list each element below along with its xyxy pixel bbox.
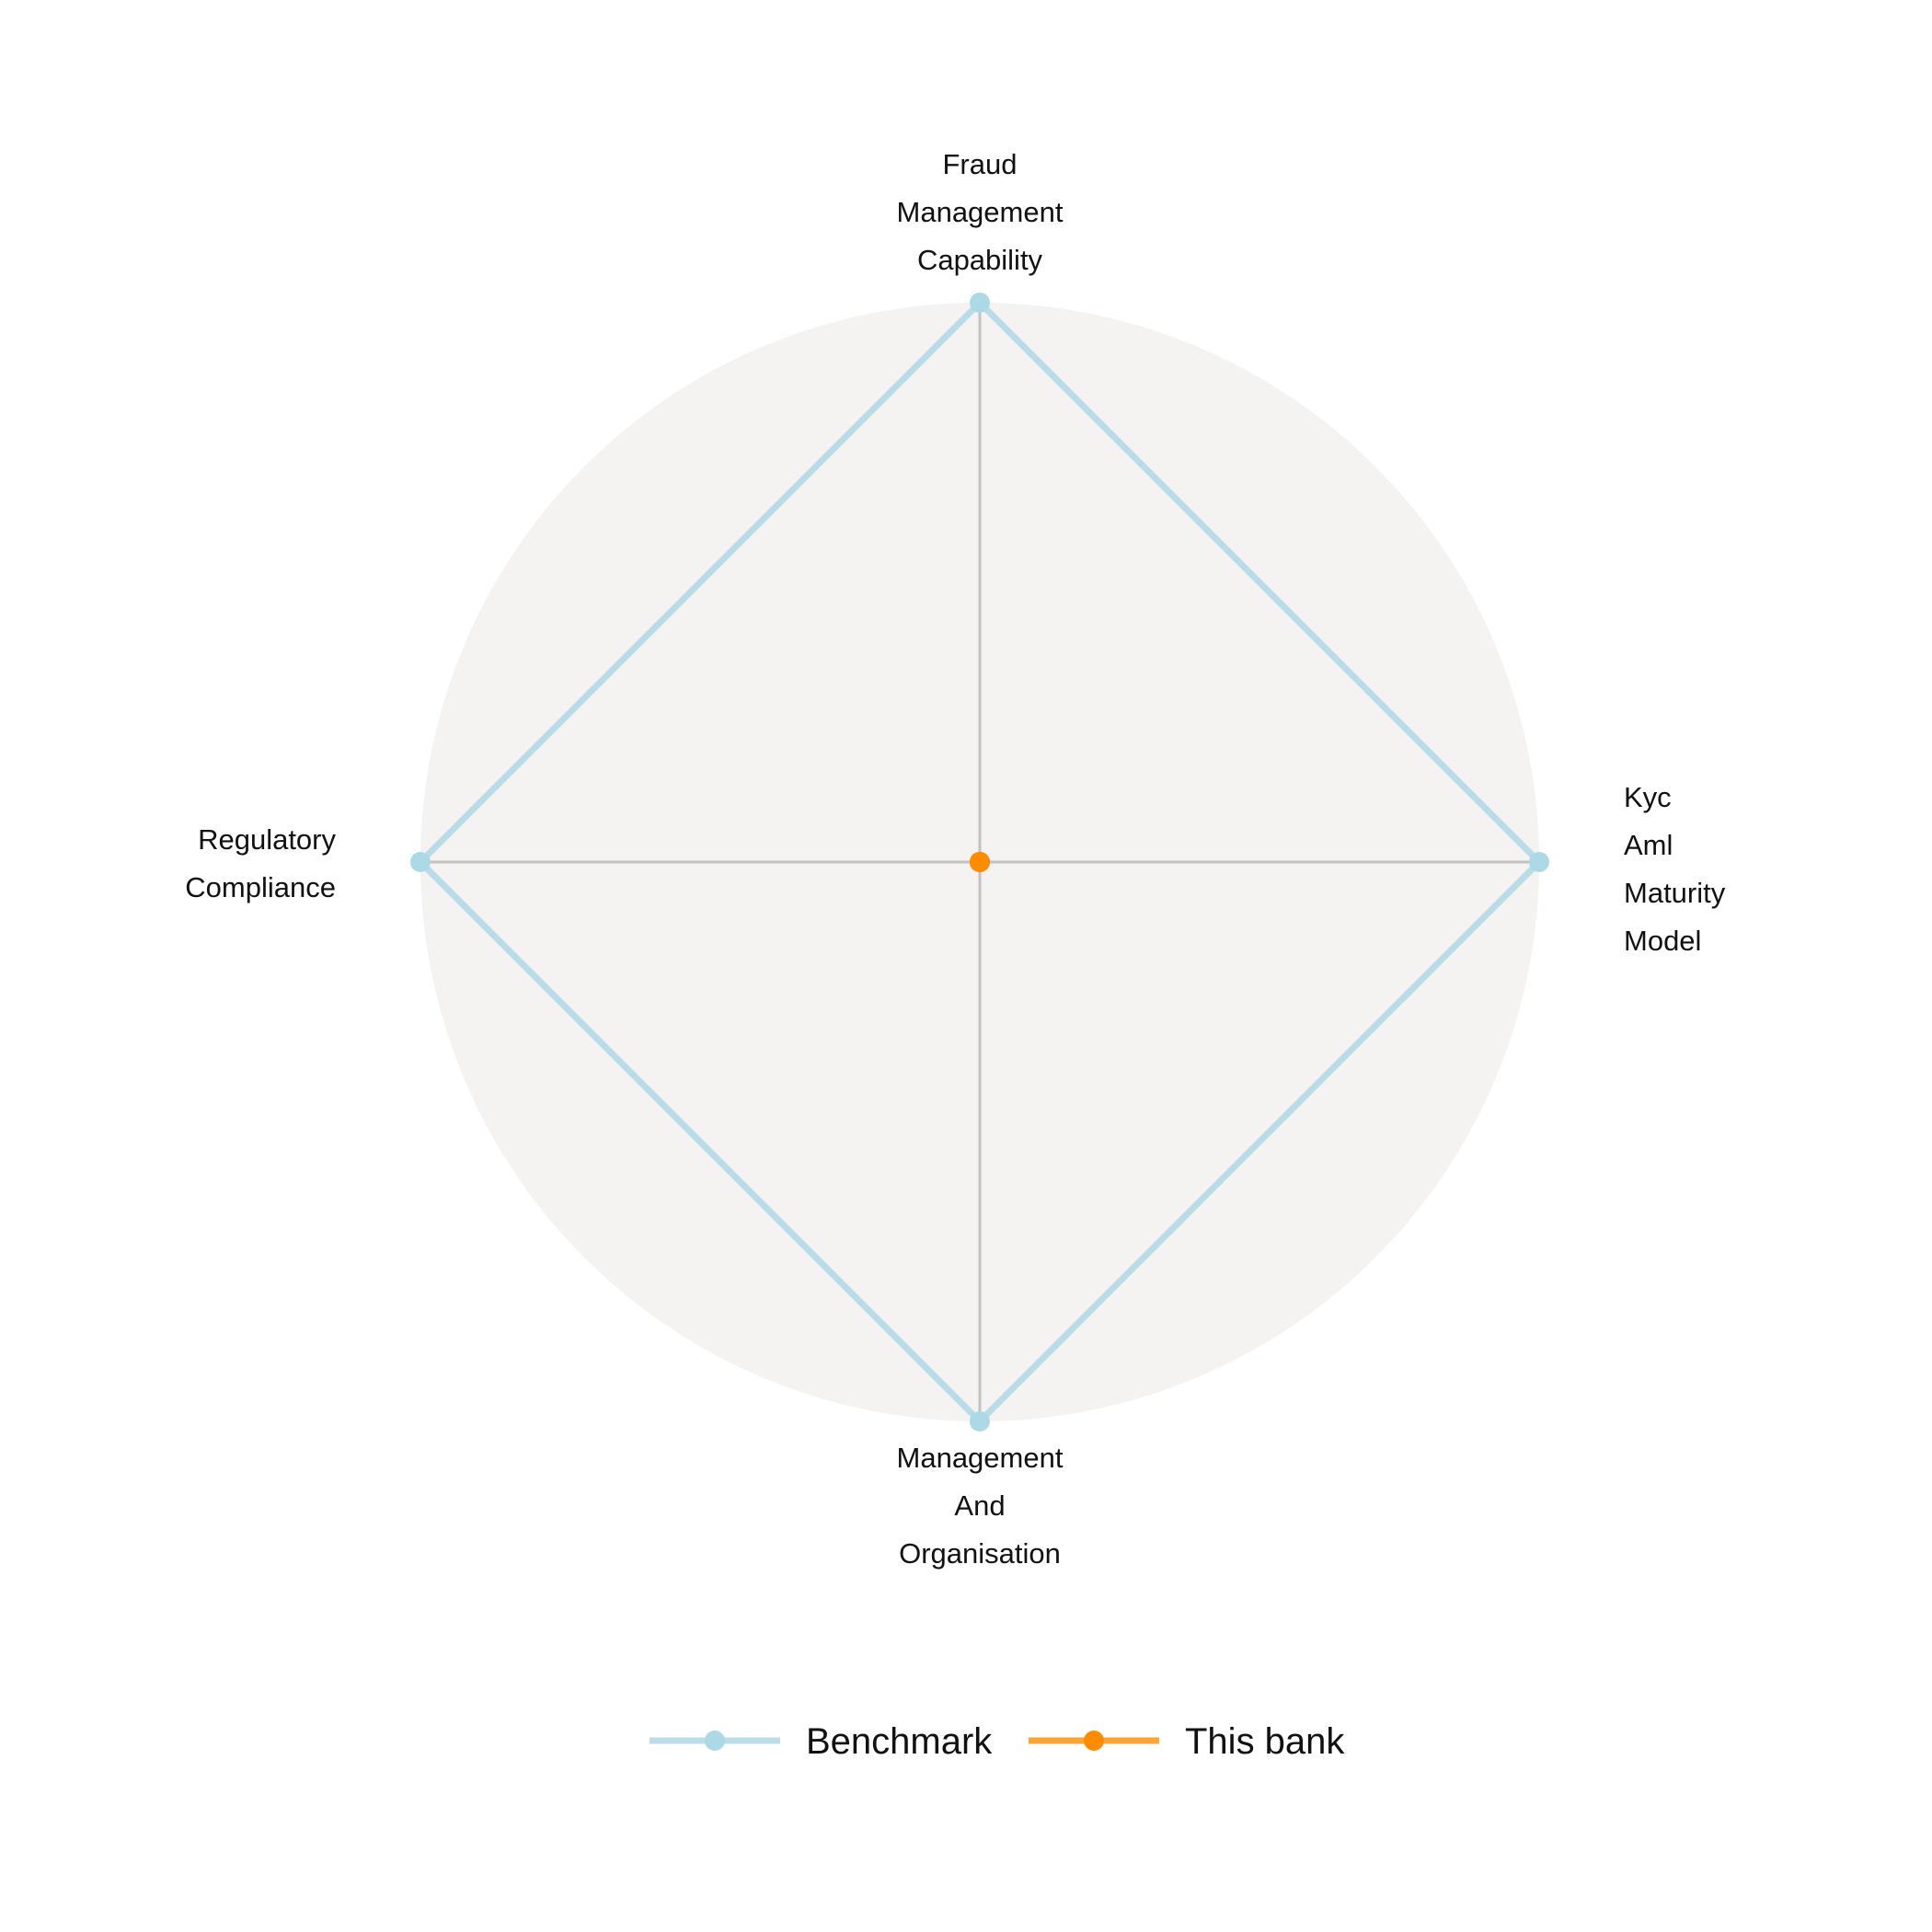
axis-label-line: Model xyxy=(1624,925,1701,957)
series-point-1 xyxy=(1529,852,1549,872)
legend: Benchmark This bank xyxy=(650,1721,1345,1762)
axis-label-line: Fraud xyxy=(943,148,1018,180)
series-point-1 xyxy=(970,293,990,313)
axis-label-line: Aml xyxy=(1624,829,1673,861)
axis-label-line: Kyc xyxy=(1624,781,1672,813)
series-point-1 xyxy=(970,1411,990,1432)
axis-label-2: Kyc Aml Maturity Model xyxy=(1624,781,1726,957)
axis-label-line: Management xyxy=(897,196,1064,228)
axis-labels: Fraud Management Capability Kyc Aml Maturity M… xyxy=(185,148,1725,1570)
axis-label-line: Management xyxy=(897,1442,1064,1474)
axis-label-line: Capability xyxy=(917,244,1043,276)
series-point-1 xyxy=(410,852,431,872)
axis-label-line: Compliance xyxy=(185,871,336,903)
axis-label-1: Fraud Management Capability xyxy=(897,148,1064,276)
legend-label-1: Benchmark xyxy=(806,1721,993,1762)
axis-label-line: Regulatory xyxy=(198,823,336,856)
legend-label-2: This bank xyxy=(1185,1721,1345,1762)
legend-marker-1 xyxy=(705,1731,725,1751)
axis-label-line: Maturity xyxy=(1624,877,1726,909)
axis-label-line: Organisation xyxy=(899,1537,1061,1570)
axis-label-4: Regulatory Compliance xyxy=(185,823,336,903)
axis-label-3: Management And Organisation xyxy=(897,1442,1064,1570)
radar-grid xyxy=(420,303,1539,1421)
radar-series xyxy=(410,293,1549,1432)
series-point-2 xyxy=(970,852,990,872)
legend-marker-2 xyxy=(1084,1731,1104,1751)
axis-label-line: And xyxy=(954,1489,1005,1522)
